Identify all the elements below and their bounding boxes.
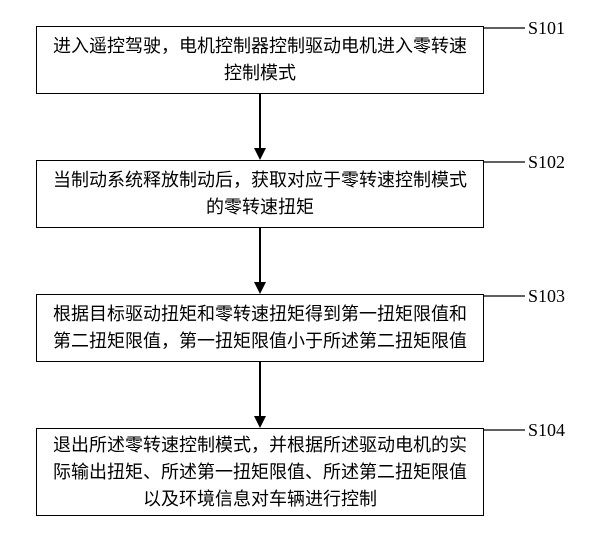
leader-line-s101 <box>484 28 529 32</box>
flow-node-s103: 根据目标驱动扭矩和零转速扭矩得到第一扭矩限值和第二扭矩限值，第一扭矩限值小于所述… <box>36 294 484 362</box>
arrow-s103-s104 <box>259 362 261 416</box>
flow-label-s102: S102 <box>528 152 565 173</box>
arrow-s102-s103 <box>259 228 261 282</box>
arrow-head-s103-s104 <box>254 416 266 428</box>
flow-label-s101: S101 <box>528 18 565 39</box>
arrow-s101-s102 <box>259 94 261 148</box>
leader-line-s104 <box>484 430 529 434</box>
flow-label-s103: S103 <box>528 286 565 307</box>
leader-line-s103 <box>484 296 529 300</box>
flow-node-s101: 进入遥控驾驶，电机控制器控制驱动电机进入零转速控制模式 <box>36 26 484 94</box>
flow-label-s104: S104 <box>528 420 565 441</box>
arrow-head-s101-s102 <box>254 148 266 160</box>
arrow-head-s102-s103 <box>254 282 266 294</box>
flow-node-s102: 当制动系统释放制动后，获取对应于零转速控制模式的零转速扭矩 <box>36 160 484 228</box>
flow-node-s104: 退出所述零转速控制模式，并根据所述驱动电机的实际输出扭矩、所述第一扭矩限值、所述… <box>36 428 484 516</box>
leader-line-s102 <box>484 162 529 166</box>
